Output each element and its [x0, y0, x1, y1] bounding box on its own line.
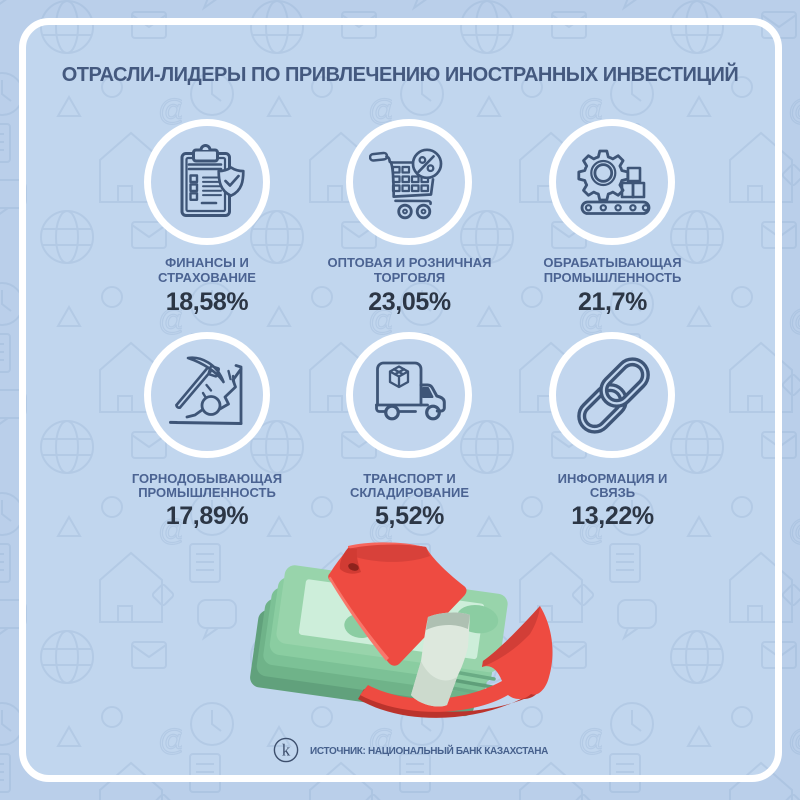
svg-text:k: k: [282, 741, 291, 760]
